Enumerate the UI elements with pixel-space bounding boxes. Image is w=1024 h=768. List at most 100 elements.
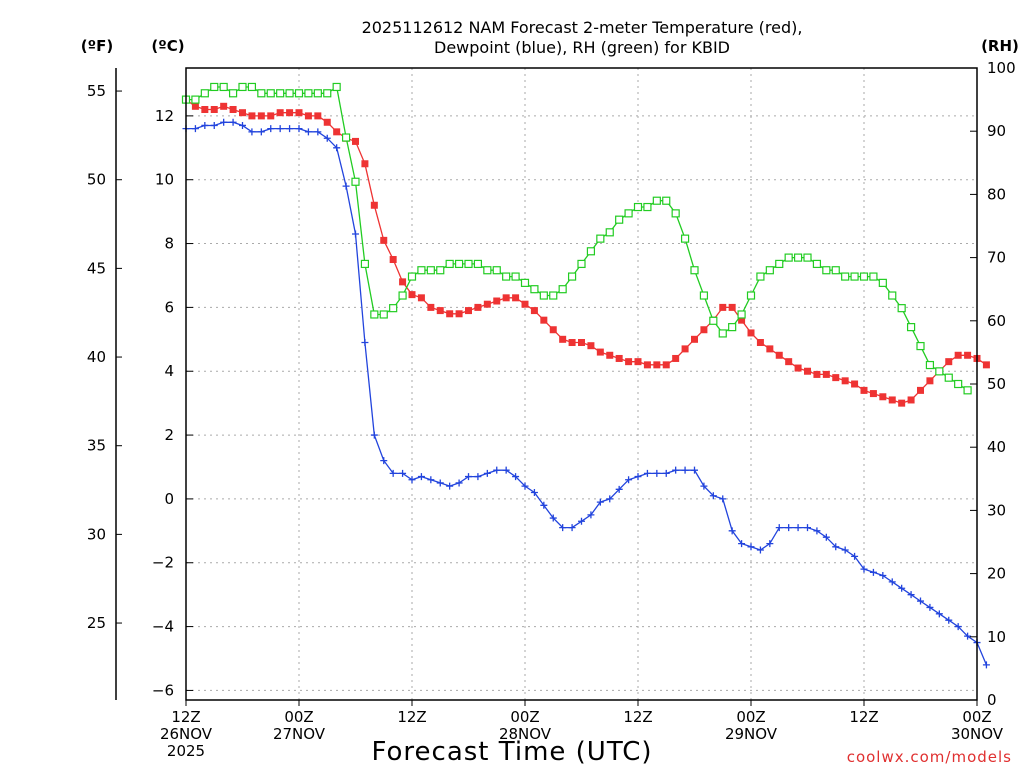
x-tick-label: 12Z: [623, 708, 652, 726]
dewpoint-point: [709, 492, 717, 500]
rh-point: [502, 272, 511, 281]
series-layer: [181, 82, 990, 669]
rh-tick-label: 50: [987, 375, 1006, 393]
rh-point: [624, 209, 633, 218]
rh-point: [426, 266, 435, 275]
rh-point: [671, 209, 680, 218]
rh-point: [351, 177, 360, 186]
fahrenheit-tick-label: 40: [87, 348, 106, 366]
x-tick-label: 2025: [167, 742, 205, 760]
dewpoint-point: [926, 603, 934, 611]
celsius-tick-label: −4: [152, 618, 174, 636]
x-tick-label: 27NOV: [273, 725, 326, 743]
rh-point: [586, 247, 596, 256]
temperature-point: [210, 105, 218, 113]
dewpoint-point: [822, 533, 830, 541]
temperature-point: [775, 351, 783, 359]
dewpoint-point: [191, 125, 199, 133]
rh-point: [304, 89, 313, 98]
dewpoint-point: [738, 540, 746, 548]
fahrenheit-tick-label: 30: [87, 525, 106, 543]
rh-point: [906, 323, 916, 332]
fahrenheit-tick-label: 25: [87, 614, 106, 632]
x-axis-title: Forecast Time (UTC): [371, 737, 652, 767]
dewpoint-point: [766, 540, 774, 548]
rh-line: [186, 85, 968, 391]
dewpoint-point: [257, 128, 265, 136]
rh-point: [323, 89, 332, 98]
temperature-point: [841, 377, 849, 385]
dewpoint-point: [813, 527, 821, 535]
dewpoint-point: [954, 623, 962, 631]
temperature-point: [681, 345, 689, 353]
dewpoint-point: [370, 431, 378, 439]
rh-point: [812, 259, 822, 269]
chart-title-line-1: 2025112612 NAM Forecast 2-meter Temperat…: [362, 18, 803, 37]
temperature-point: [220, 102, 228, 110]
rh-point: [549, 291, 558, 300]
dewpoint-point: [521, 482, 529, 490]
dewpoint-point: [436, 479, 444, 487]
celsius-tick-label: −6: [152, 681, 174, 699]
rh-point: [605, 228, 614, 237]
rh-point: [680, 234, 690, 243]
dewpoint-point: [512, 473, 520, 481]
temperature-point: [869, 390, 877, 398]
celsius-tick-label: 12: [155, 107, 174, 125]
dewpoint-point: [879, 572, 887, 580]
dewpoint-point: [389, 469, 397, 477]
dewpoint-point: [747, 543, 755, 551]
dewpoint-point: [756, 546, 764, 554]
dewpoint-point: [342, 182, 350, 190]
celsius-tick-label: 0: [164, 490, 174, 508]
dewpoint-point: [427, 476, 435, 484]
dewpoint-point: [653, 469, 661, 477]
temperature-point: [239, 109, 246, 117]
rh-point: [294, 89, 304, 98]
rh-point: [398, 291, 407, 300]
rh-point: [210, 82, 219, 92]
dewpoint-point: [625, 476, 633, 484]
temperature-point: [530, 307, 538, 315]
rh-point: [379, 310, 388, 319]
dewpoint-point: [352, 230, 359, 238]
dewpoint-point: [700, 482, 708, 490]
temperature-point: [615, 354, 623, 362]
dewpoint-point: [568, 524, 576, 532]
temperature-point: [860, 386, 868, 394]
rh-point: [558, 285, 567, 294]
dewpoint-point: [785, 524, 793, 532]
rh-point: [200, 89, 209, 98]
rh-point: [709, 316, 718, 325]
rh-point: [577, 259, 586, 269]
rh-unit-label: (RH): [981, 37, 1019, 55]
dewpoint-point: [286, 125, 294, 133]
celsius-tick-label: 6: [164, 298, 174, 316]
temperature-point: [794, 364, 802, 372]
rh-tick-label: 70: [987, 249, 1006, 267]
rh-point: [662, 196, 671, 205]
celsius-tick-label: −2: [152, 554, 174, 572]
temperature-point: [380, 236, 388, 244]
fahrenheit-tick-label: 50: [87, 171, 106, 189]
rh-tick-label: 30: [987, 501, 1006, 519]
temperature-point: [662, 361, 670, 369]
temperature-point: [728, 303, 736, 311]
dewpoint-point: [483, 469, 491, 477]
rh-series: [181, 82, 972, 395]
temperature-point: [700, 326, 708, 334]
dewpoint-point: [606, 495, 614, 503]
temperature-point: [606, 351, 614, 359]
fahrenheit-tick-label: 55: [87, 82, 106, 100]
dewpoint-point: [935, 610, 943, 618]
dewpoint-point: [276, 125, 284, 133]
temperature-point: [417, 294, 425, 302]
rh-point: [944, 373, 953, 382]
dewpoint-point: [794, 524, 802, 532]
temperature-point: [813, 370, 821, 378]
dewpoint-point: [578, 517, 585, 525]
celsius-tick-label: 2: [164, 426, 174, 444]
temperature-point: [832, 374, 840, 382]
gridlines: [186, 68, 977, 700]
